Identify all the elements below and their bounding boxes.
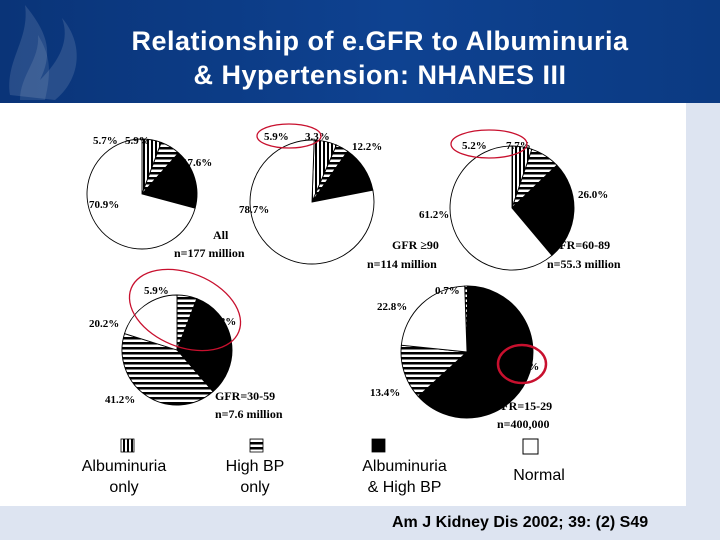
legend-high-bp-only: High BP only	[192, 456, 318, 500]
pie-charts-figure: 5.7% 5.9% 17.6% 70.9% All n=177 million …	[67, 117, 652, 462]
legend-high-bp-only-line2: only	[240, 479, 270, 496]
pie-gfr90-label-albuminuria: 5.9%	[264, 131, 289, 143]
pie-4-slice-3	[400, 285, 468, 353]
pie-gfr90-label-both: 12.2%	[352, 141, 382, 153]
legend-albuminuria-only: Albuminuria only	[62, 456, 186, 500]
pie-gfr90-label-highbp: 3.3%	[305, 131, 330, 143]
highlight-ellipse	[450, 129, 528, 159]
pie-all-label-albuminuria: 5.7%	[93, 135, 118, 147]
pie-0-slice-3	[86, 138, 196, 250]
legend-albuminuria-high-bp-line2: & High BP	[367, 479, 442, 496]
flame-logo-icon	[9, 5, 77, 100]
legend-normal: Normal	[479, 462, 599, 490]
pies-group	[86, 138, 575, 419]
legend-swatch-highbp	[249, 438, 264, 453]
pie-gfr30-subtitle: n=7.6 million	[215, 407, 283, 421]
pie-0-slice-2	[141, 152, 198, 209]
legend-albuminuria-only-line2: only	[109, 479, 139, 496]
pie-gfr60-label-both: 26.0%	[578, 189, 608, 201]
pie-all-subtitle: n=177 million	[174, 246, 245, 260]
pie-gfr30-label-highbp: 5.9%	[144, 285, 169, 297]
pie-gfr90-label-normal: 78.7%	[239, 204, 269, 216]
pie-all-title: All	[213, 228, 229, 242]
pie-2-slice-2	[511, 164, 575, 257]
pie-gfr15-title: GFR=15-29	[492, 399, 552, 413]
legend-swatch-albuminuria	[120, 438, 135, 453]
pie-4-slice-1	[417, 285, 534, 419]
citation: Am J Kidney Dis 2002; 39: (2) S49	[392, 514, 649, 531]
legend-albuminuria-high-bp-line1: Albuminuria	[362, 458, 447, 475]
legend-swatch-normal	[522, 438, 539, 455]
pie-all-label-highbp: 5.9%	[125, 135, 150, 147]
pie-gfr90-title: GFR ≥90	[392, 238, 439, 252]
pie-gfr15-label-both: 63.1%	[509, 361, 539, 373]
pie-gfr30-label-normal: 20.2%	[89, 318, 119, 330]
pie-gfr15-label-highbp-lg: 13.4%	[370, 387, 400, 399]
pie-3-slice-2	[121, 333, 214, 406]
pie-gfr15-label-normal: 22.8%	[377, 301, 407, 313]
highlight-ellipse	[496, 343, 548, 385]
pie-gfr30-label-highbp-lg: 41.2%	[105, 394, 135, 406]
pie-gfr60-subtitle: n=55.3 million	[547, 257, 621, 271]
pie-1-slice-3	[249, 139, 375, 265]
legend-high-bp-only-line1: High BP	[225, 458, 285, 475]
pie-gfr15-label-highbp: 0.7%	[435, 285, 460, 297]
pie-all-label-normal: 70.9%	[89, 199, 119, 211]
slide-title-line1: Relationship of e.GFR to Albuminuria	[131, 26, 629, 56]
pie-gfr60-title: GFR=60-89	[550, 238, 610, 252]
slide-title-line2: & Hypertension: NHANES III	[193, 60, 567, 90]
legend-albuminuria-high-bp: Albuminuria & High BP	[343, 456, 466, 500]
pie-gfr30-title: GFR=30-59	[215, 389, 275, 403]
pie-gfr60-label-albuminuria: 5.2%	[462, 140, 487, 152]
legend-albuminuria-only-line1: Albuminuria	[81, 458, 167, 475]
pie-3-slice-1	[176, 298, 233, 393]
pie-3-slice-3	[123, 294, 178, 351]
pie-gfr90-subtitle: n=114 million	[367, 257, 437, 271]
right-accent-strip	[686, 103, 720, 540]
pie-2-slice-3	[449, 145, 553, 271]
pie-all-label-both: 17.6%	[182, 157, 212, 169]
title-banner: Relationship of e.GFR to Albuminuria & H…	[0, 0, 720, 103]
highlight-ellipse	[128, 268, 242, 352]
legend-swatch-both	[371, 438, 386, 453]
highlight-ellipse	[256, 123, 322, 149]
pie-gfr30-label-both: 32.8%	[206, 316, 236, 328]
pie-gfr15-subtitle: n=400,000	[497, 417, 550, 431]
pie-4-slice-2	[400, 344, 469, 398]
pie-gfr60-label-normal: 61.2%	[419, 209, 449, 221]
bottom-accent-strip	[0, 506, 720, 540]
